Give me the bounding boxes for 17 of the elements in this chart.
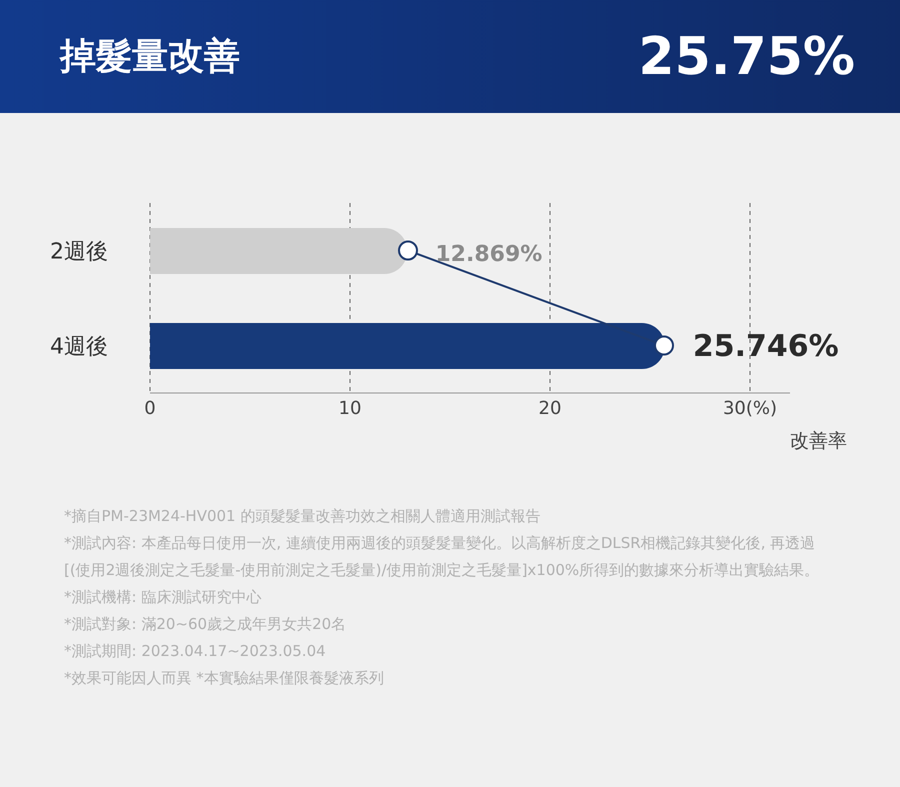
x-tick-label: 10 — [338, 398, 362, 419]
x-tick-label: 30(%) — [722, 398, 778, 419]
y-tick-label: 4週後 — [50, 334, 108, 360]
text: 25.75% — [638, 26, 855, 86]
text: *效果可能因人而異 *本實驗結果僅限養髮液系列 — [64, 668, 385, 689]
chart-title: 掉髮量改善 — [60, 35, 240, 79]
text: *測試機構: 臨床測試研究中心 — [64, 587, 262, 608]
text: *摘自PM-23M24-HV001 的頭髮髮量改善功效之相關人體適用測試報告 — [64, 506, 542, 527]
text: *測試內容: 本產品每日使用一次, 連續使用兩週後的頭髮髮量變化。以高解析度之DLSR相機記錄其變化後, 再透過[(使用2週後測定之毛髮量-使用前測定之毛髮量)/使用前測定之毛髮量]x100%所得到的數據來分析導出實驗結果。 — [64, 533, 820, 581]
data-label: 12.869% — [435, 242, 542, 267]
x-tick-label: 20 — [538, 398, 562, 419]
text: *測試對象: 滿20~60歲之成年男女共20名 — [64, 614, 348, 635]
text: *測試期間: 2023.04.17~2023.05.04 — [64, 641, 327, 662]
y-tick-label: 2週後 — [50, 239, 108, 264]
data-label: 25.746% — [692, 329, 839, 364]
x-tick-label: 0 — [144, 398, 156, 419]
x-axis-title: 改善率 — [790, 429, 847, 454]
